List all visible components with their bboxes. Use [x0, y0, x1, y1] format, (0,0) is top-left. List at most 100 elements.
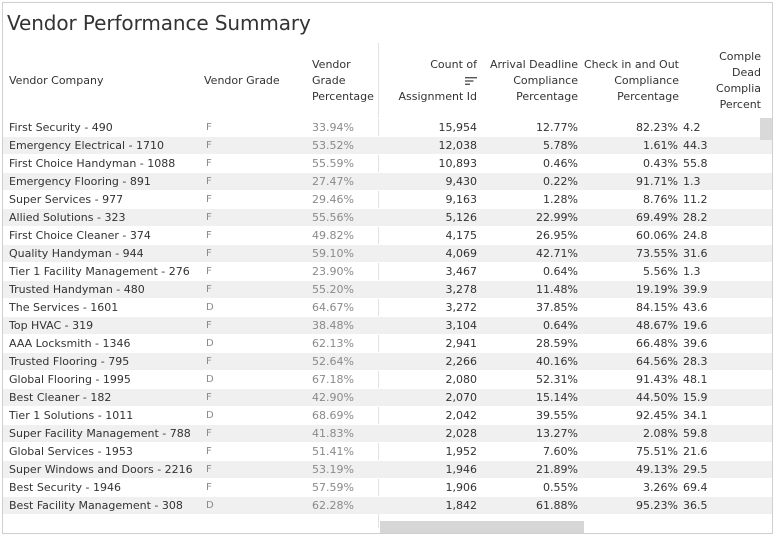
cell-assignment-count: 1,906 — [445, 481, 478, 494]
header-completion-deadline-compliance[interactable]: Comple Dead Complia Percent — [716, 50, 761, 111]
table-row[interactable]: Tier 1 Facility Management - 276 F 23.90% 3… — [3, 262, 772, 280]
table-row[interactable]: Super Windows and Doors - 2216 F 53.19% 1,9… — [3, 460, 772, 478]
table-row[interactable]: Super Facility Management - 788 F 41.83% 2,… — [3, 424, 772, 442]
cell-completion-compliance: 11.2 — [683, 193, 708, 206]
cell-assignment-count: 2,080 — [445, 373, 478, 386]
cell-vendor-grade: F — [206, 140, 212, 151]
table-row[interactable]: Global Services - 1953 F 51.41% 1,952 7.60% 7… — [3, 442, 772, 460]
table-row[interactable]: Tier 1 Solutions - 1011 D 68.69% 2,042 39.55… — [3, 406, 772, 424]
table-row[interactable]: AAA Locksmith - 1346 D 62.13% 2,941 28.59% 66… — [3, 334, 772, 352]
cell-assignment-count: 4,069 — [445, 247, 478, 260]
sort-descending-icon[interactable] — [465, 76, 477, 86]
cell-vendor-company: Global Flooring - 1995 — [9, 373, 131, 386]
cell-grade-percentage: 55.59% — [312, 157, 354, 170]
cell-assignment-count: 2,042 — [445, 409, 478, 422]
cell-grade-percentage: 51.41% — [312, 445, 354, 458]
header-vendor-company[interactable]: Vendor Company — [9, 74, 104, 87]
cell-grade-percentage: 57.59% — [312, 481, 354, 494]
cell-checkin-compliance: 92.45% — [636, 409, 678, 422]
cell-assignment-count: 12,038 — [438, 139, 478, 152]
cell-vendor-grade: F — [206, 122, 212, 133]
table-row[interactable]: Trusted Handyman - 480 F 55.20% 3,278 11.48%… — [3, 280, 772, 298]
cell-vendor-grade: F — [206, 230, 212, 241]
cell-checkin-compliance: 5.56% — [643, 265, 678, 278]
cell-assignment-count: 2,941 — [445, 337, 478, 350]
table-row[interactable]: Best Facility Management - 308 D 62.28% 1,8… — [3, 496, 772, 514]
cell-grade-percentage: 53.19% — [312, 463, 354, 476]
cell-completion-compliance: 15.9 — [683, 391, 708, 404]
table-row[interactable]: Trusted Flooring - 795 F 52.64% 2,266 40.16%… — [3, 352, 772, 370]
cell-vendor-company: Tier 1 Solutions - 1011 — [9, 409, 134, 422]
cell-arrival-compliance: 0.64% — [543, 265, 578, 278]
vendor-performance-view: Vendor Performance Summary Vendor Compan… — [2, 2, 773, 534]
cell-assignment-count: 4,175 — [445, 229, 478, 242]
cell-completion-compliance: 39.9 — [683, 283, 708, 296]
cell-completion-compliance: 24.8 — [683, 229, 708, 242]
header-check-in-out-compliance[interactable]: Check in and Out Compliance Percentage — [584, 58, 679, 103]
cell-checkin-compliance: 66.48% — [636, 337, 678, 350]
header-arrival-deadline-compliance[interactable]: Arrival Deadline Compliance Percentage — [489, 58, 578, 103]
cell-arrival-compliance: 40.16% — [536, 355, 578, 368]
table-row[interactable]: First Security - 490 F 33.94% 15,954 12.77% 8… — [3, 118, 772, 136]
cell-vendor-grade: F — [206, 284, 212, 295]
cell-checkin-compliance: 44.50% — [636, 391, 678, 404]
header-vendor-grade[interactable]: Vendor Grade — [204, 74, 280, 87]
page-title: Vendor Performance Summary — [7, 11, 311, 35]
cell-grade-percentage: 59.10% — [312, 247, 354, 260]
cell-grade-percentage: 52.64% — [312, 355, 354, 368]
table-row[interactable]: Global Flooring - 1995 D 67.18% 2,080 52.31%… — [3, 370, 772, 388]
cell-completion-compliance: 1.3 — [683, 265, 701, 278]
table-row[interactable]: Emergency Flooring - 891 F 27.47% 9,430 0.22… — [3, 172, 772, 190]
header-vendor-grade-percentage[interactable]: Vendor Grade Percentage — [312, 58, 374, 103]
cell-completion-compliance: 55.8 — [683, 157, 708, 170]
cell-assignment-count: 1,946 — [445, 463, 478, 476]
cell-grade-percentage: 53.52% — [312, 139, 354, 152]
cell-vendor-grade: F — [206, 212, 212, 223]
cell-grade-percentage: 29.46% — [312, 193, 354, 206]
table-row[interactable]: Allied Solutions - 323 F 55.56% 5,126 22.99%… — [3, 208, 772, 226]
cell-checkin-compliance: 75.51% — [636, 445, 678, 458]
table-row[interactable]: First Choice Cleaner - 374 F 49.82% 4,175 26… — [3, 226, 772, 244]
table-row[interactable]: Best Cleaner - 182 F 42.90% 2,070 15.14% 44.5… — [3, 388, 772, 406]
cell-grade-percentage: 62.28% — [312, 499, 354, 512]
cell-checkin-compliance: 49.13% — [636, 463, 678, 476]
table-row[interactable]: The Services - 1601 D 64.67% 3,272 37.85% 84.… — [3, 298, 772, 316]
cell-vendor-company: Best Cleaner - 182 — [9, 391, 112, 404]
cell-vendor-grade: F — [206, 248, 212, 259]
cell-grade-percentage: 55.20% — [312, 283, 354, 296]
cell-checkin-compliance: 91.43% — [636, 373, 678, 386]
header-count-of-assignment-id[interactable]: Count of Assignment Id — [398, 58, 477, 103]
cell-completion-compliance: 28.2 — [683, 211, 708, 224]
cell-completion-compliance: 59.8 — [683, 427, 708, 440]
cell-arrival-compliance: 12.77% — [536, 121, 578, 134]
cell-completion-compliance: 34.1 — [683, 409, 708, 422]
cell-assignment-count: 3,104 — [445, 319, 478, 332]
vertical-scrollbar-thumb[interactable] — [760, 118, 772, 140]
cell-vendor-grade: D — [206, 500, 214, 511]
cell-checkin-compliance: 69.49% — [636, 211, 678, 224]
cell-vendor-company: Emergency Flooring - 891 — [9, 175, 151, 188]
cell-assignment-count: 9,430 — [445, 175, 478, 188]
cell-completion-compliance: 43.6 — [683, 301, 708, 314]
cell-completion-compliance: 29.5 — [683, 463, 708, 476]
cell-vendor-company: First Choice Handyman - 1088 — [9, 157, 176, 170]
table-row[interactable]: First Choice Handyman - 1088 F 55.59% 10,89… — [3, 154, 772, 172]
horizontal-scrollbar-thumb[interactable] — [380, 521, 584, 533]
cell-vendor-grade: D — [206, 338, 214, 349]
table-row[interactable]: Super Services - 977 F 29.46% 9,163 1.28% 8.7… — [3, 190, 772, 208]
cell-vendor-grade: F — [206, 428, 212, 439]
table-row[interactable]: Emergency Electrical - 1710 F 53.52% 12,038… — [3, 136, 772, 154]
cell-vendor-company: Emergency Electrical - 1710 — [9, 139, 165, 152]
cell-arrival-compliance: 39.55% — [536, 409, 578, 422]
cell-assignment-count: 9,163 — [445, 193, 478, 206]
table-row[interactable]: Best Security - 1946 F 57.59% 1,906 0.55% 3.2… — [3, 478, 772, 496]
cell-grade-percentage: 41.83% — [312, 427, 354, 440]
cell-grade-percentage: 68.69% — [312, 409, 354, 422]
cell-completion-compliance: 28.3 — [683, 355, 708, 368]
cell-vendor-company: Best Facility Management - 308 — [9, 499, 183, 512]
cell-checkin-compliance: 91.71% — [636, 175, 678, 188]
table-row[interactable]: Top HVAC - 319 F 38.48% 3,104 0.64% 48.67% 19.… — [3, 316, 772, 334]
cell-completion-compliance: 21.6 — [683, 445, 708, 458]
cell-arrival-compliance: 22.99% — [536, 211, 578, 224]
table-row[interactable]: Quality Handyman - 944 F 59.10% 4,069 42.71%… — [3, 244, 772, 262]
